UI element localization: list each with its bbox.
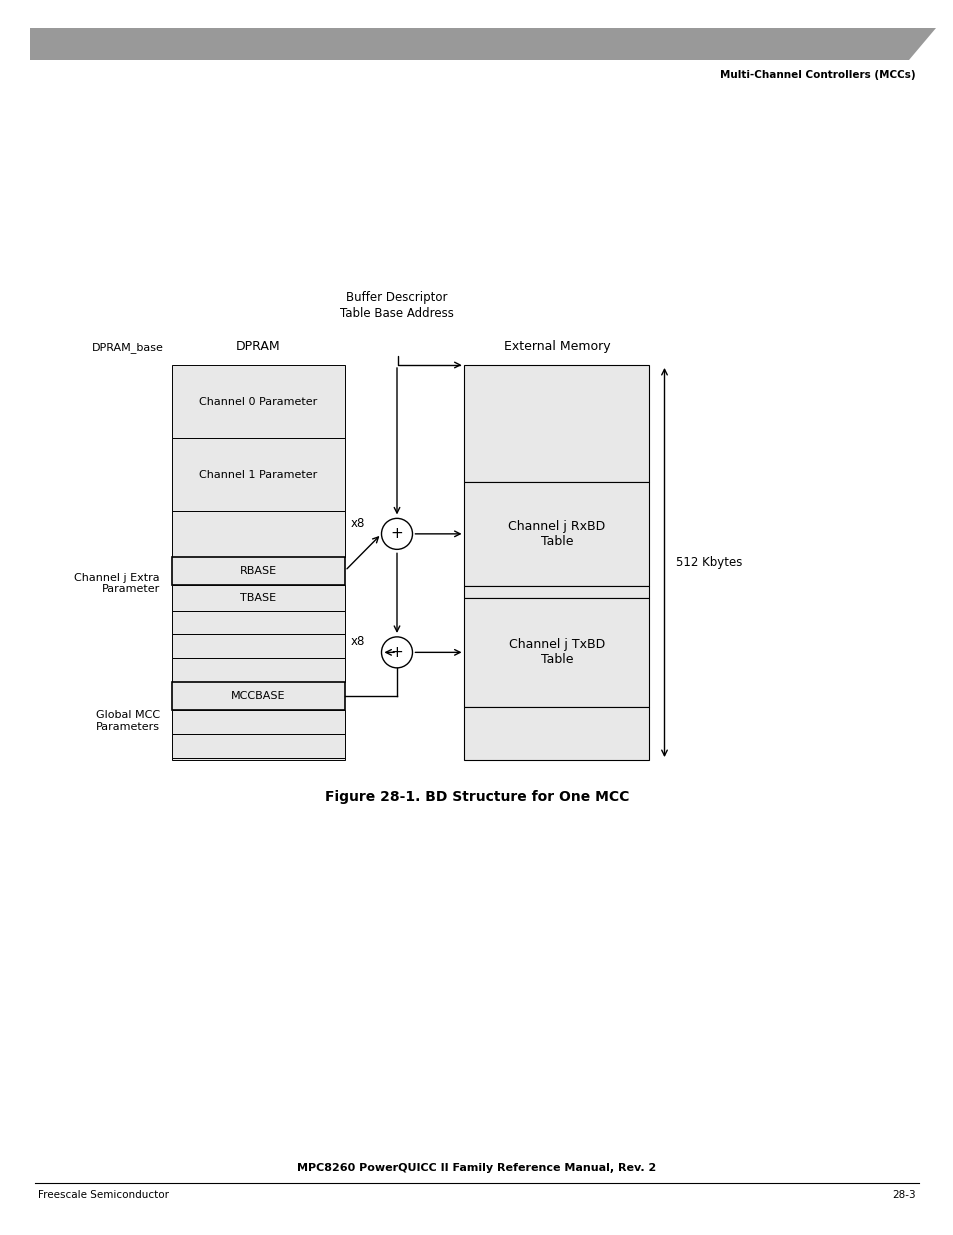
Bar (172, 366, 345, 438)
Bar (172, 511, 345, 557)
Text: x8: x8 (351, 635, 365, 648)
Bar (464, 366, 649, 482)
Text: Channel j RxBD
Table: Channel j RxBD Table (508, 520, 605, 548)
Text: Channel j Extra
Parameter: Channel j Extra Parameter (74, 573, 160, 594)
Bar (464, 482, 649, 587)
Text: Channel 1 Parameter: Channel 1 Parameter (199, 469, 317, 479)
Text: MPC8260 PowerQUICC II Family Reference Manual, Rev. 2: MPC8260 PowerQUICC II Family Reference M… (297, 1163, 656, 1173)
Bar (172, 610, 345, 635)
Text: 512 Kbytes: 512 Kbytes (676, 556, 742, 569)
Text: +: + (390, 526, 403, 541)
Text: Freescale Semiconductor: Freescale Semiconductor (38, 1191, 169, 1200)
Text: Channel 0 Parameter: Channel 0 Parameter (199, 396, 317, 406)
Text: +: + (390, 645, 403, 659)
Bar (172, 682, 345, 710)
Circle shape (381, 637, 412, 668)
Bar (172, 757, 345, 760)
Bar (464, 587, 649, 598)
Bar (172, 710, 345, 734)
Text: TBASE: TBASE (240, 593, 276, 603)
Text: 28-3: 28-3 (891, 1191, 915, 1200)
Bar (172, 635, 345, 658)
Bar (464, 706, 649, 760)
Text: Multi-Channel Controllers (MCCs): Multi-Channel Controllers (MCCs) (720, 70, 915, 80)
Text: DPRAM: DPRAM (236, 340, 280, 353)
Text: DPRAM_base: DPRAM_base (92, 342, 164, 353)
Text: Buffer Descriptor
Table Base Address: Buffer Descriptor Table Base Address (339, 291, 454, 320)
Text: Global MCC
Parameters: Global MCC Parameters (95, 710, 160, 731)
Circle shape (381, 519, 412, 550)
Bar (172, 658, 345, 682)
Bar (172, 438, 345, 511)
Text: MCCBASE: MCCBASE (231, 692, 286, 701)
Polygon shape (30, 28, 935, 61)
Text: x8: x8 (351, 517, 365, 530)
Bar (464, 598, 649, 706)
Text: External Memory: External Memory (503, 340, 610, 353)
Text: Channel j TxBD
Table: Channel j TxBD Table (508, 638, 604, 667)
Text: RBASE: RBASE (240, 566, 276, 576)
Bar (172, 585, 345, 610)
Bar (172, 734, 345, 757)
Bar (172, 557, 345, 585)
Text: Figure 28-1. BD Structure for One MCC: Figure 28-1. BD Structure for One MCC (324, 790, 629, 804)
